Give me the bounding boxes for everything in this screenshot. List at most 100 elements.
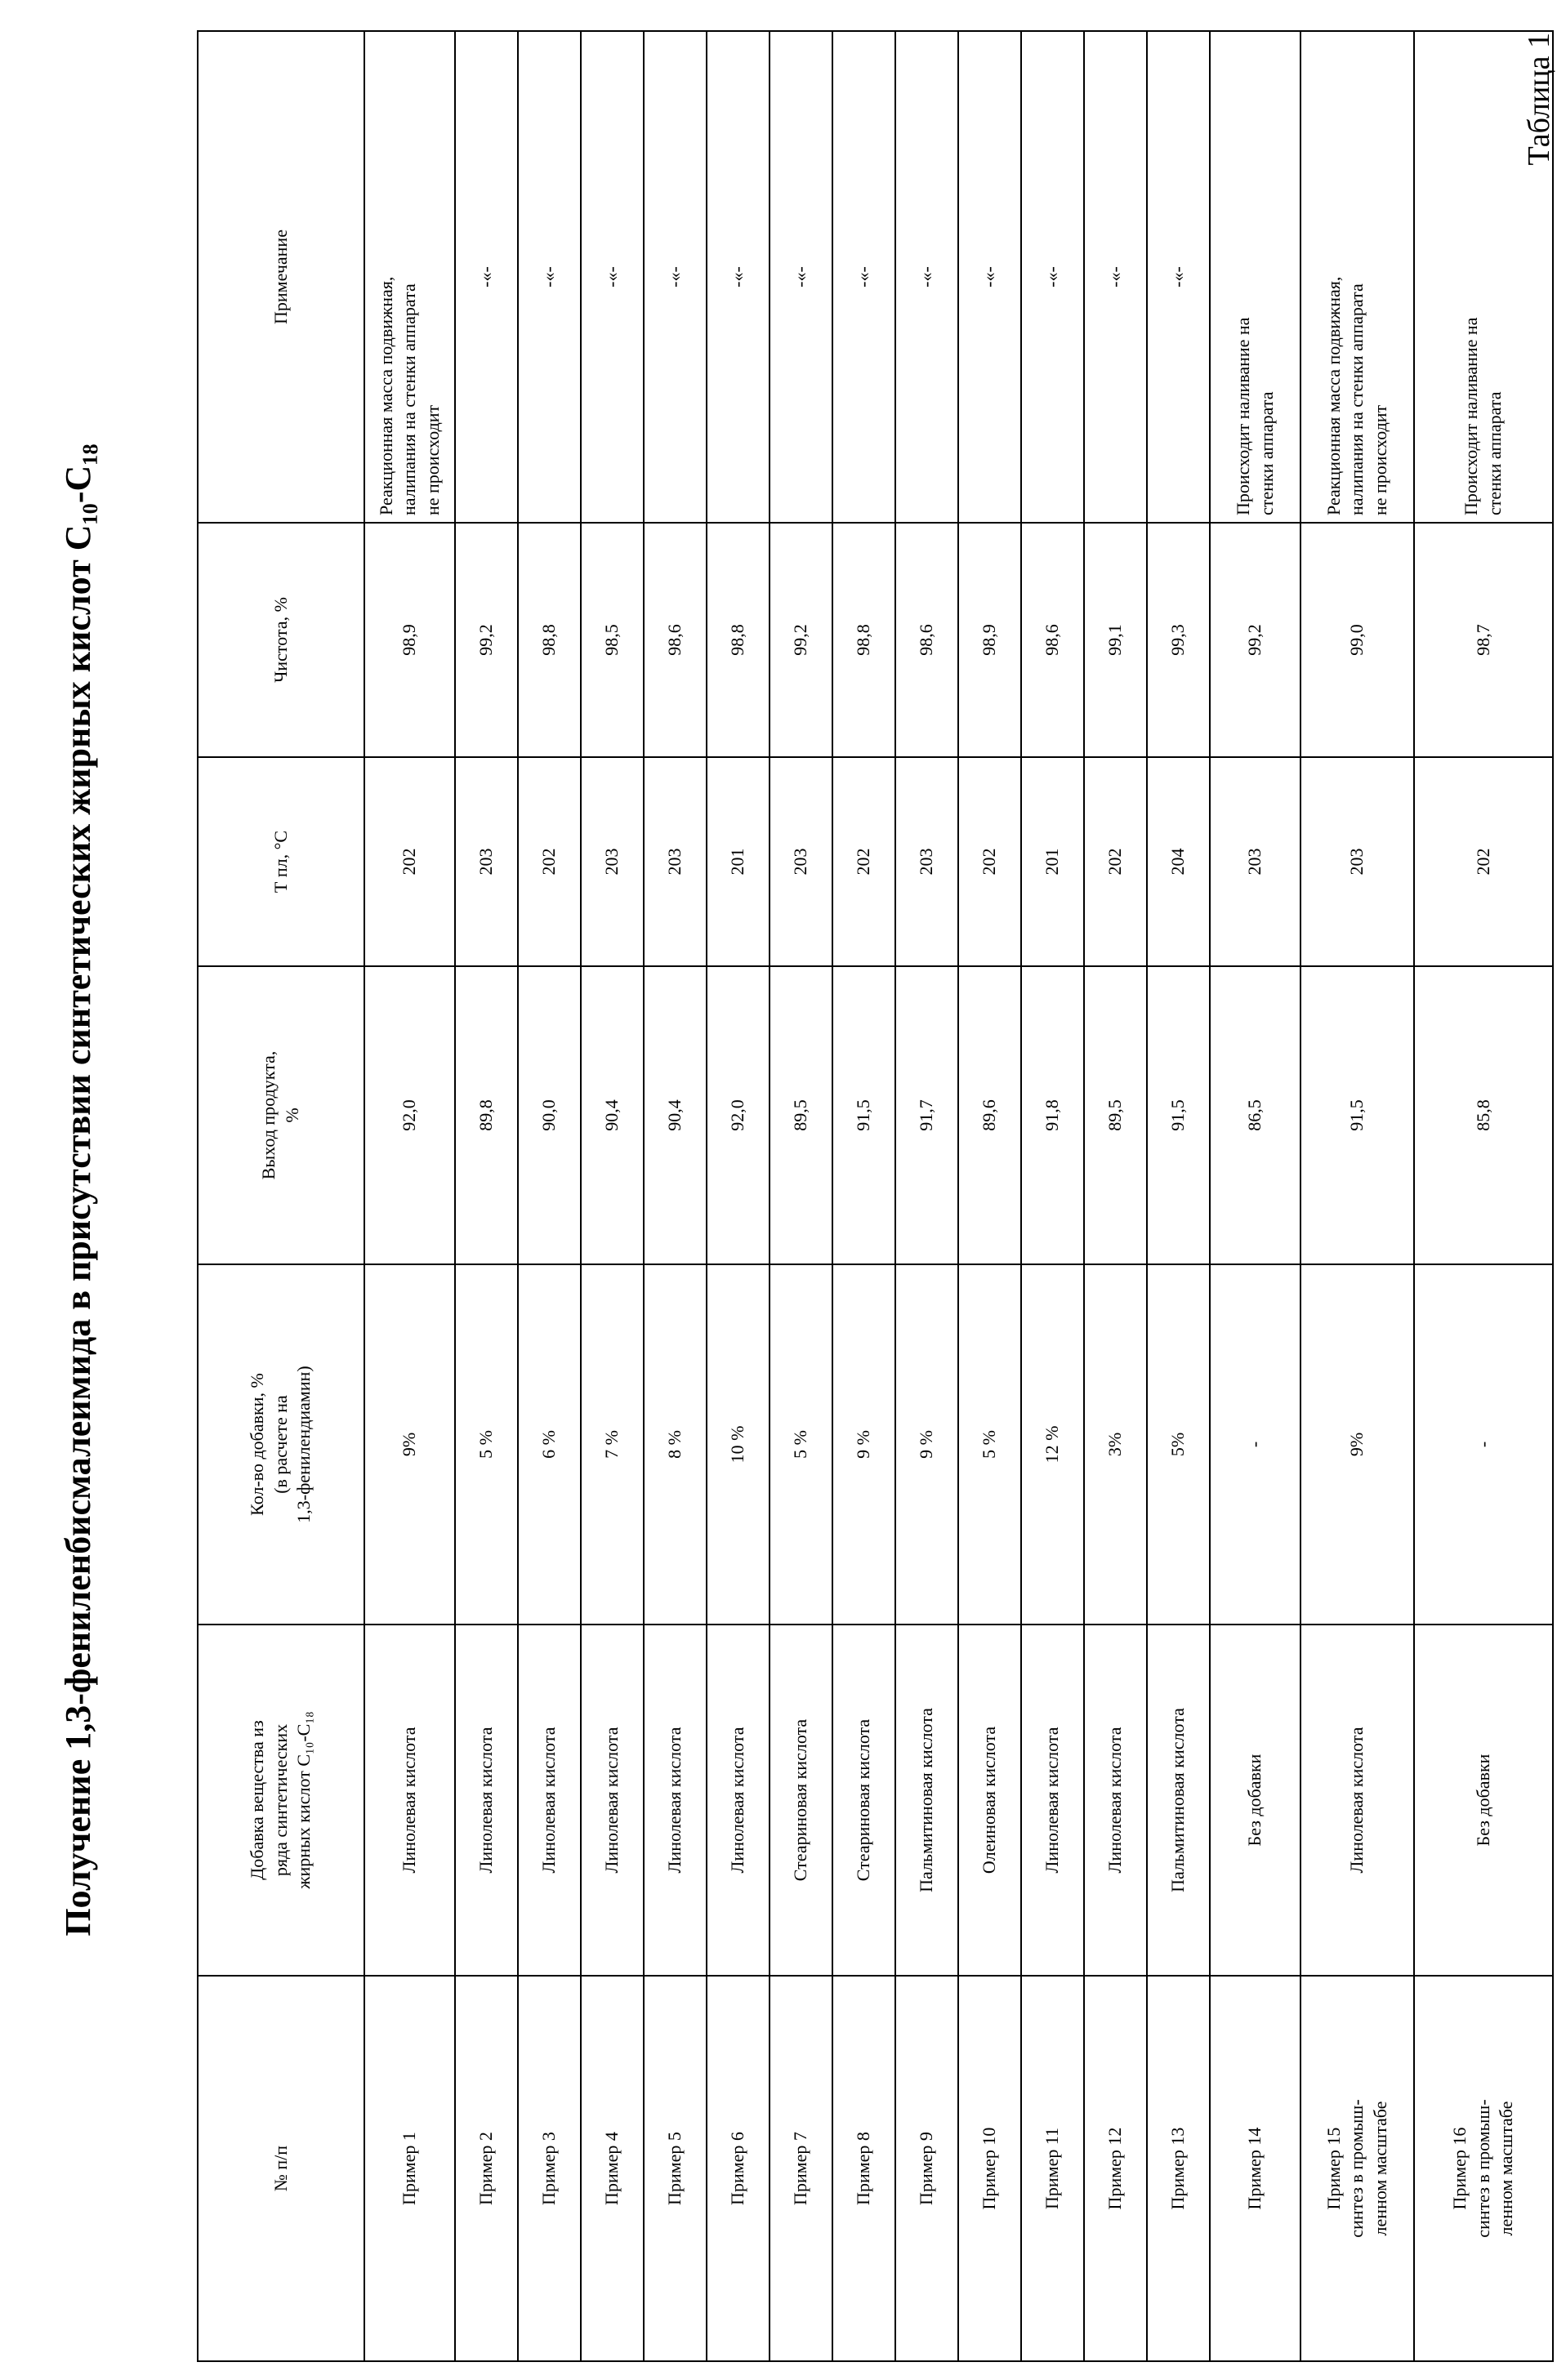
column-header: № п/п — [198, 1976, 364, 2361]
table-cell: 5 % — [770, 1264, 832, 1625]
table-cell: 204 — [1147, 757, 1210, 966]
table-cell: Линолевая кислота — [581, 1625, 644, 1976]
table-cell: 202 — [1084, 757, 1147, 966]
table-cell: 5% — [1147, 1264, 1210, 1625]
table-cell: 98,6 — [644, 523, 707, 757]
table-cell: 202 — [958, 757, 1021, 966]
table-cell: Происходит наливание на стенки аппарата — [1210, 31, 1300, 523]
table-cell: Пример 5 — [644, 1976, 707, 2361]
table-cell: Олеиновая кислота — [958, 1625, 1021, 1976]
table-cell: - — [1414, 1264, 1553, 1625]
table-row: Пример 3Линолевая кислота6 %90,020298,8-… — [518, 31, 581, 2361]
table-cell: 203 — [581, 757, 644, 966]
table-cell: -«- — [1084, 31, 1147, 523]
table-cell: Пример 9 — [895, 1976, 958, 2361]
table-cell: 3% — [1084, 1264, 1147, 1625]
table-cell: 203 — [455, 757, 518, 966]
table-cell: 9 % — [895, 1264, 958, 1625]
table-cell: Без добавки — [1414, 1625, 1553, 1976]
table-row: Пример 9Пальмитиновая кислота9 %91,72039… — [895, 31, 958, 2361]
table-cell: Пример 11 — [1021, 1976, 1084, 2361]
column-header: Примечание — [198, 31, 364, 523]
table-cell: 203 — [644, 757, 707, 966]
table-cell: 90,4 — [644, 966, 707, 1264]
table-cell: Пальмитиновая кислота — [895, 1625, 958, 1976]
table-cell: 98,5 — [581, 523, 644, 757]
table-cell: 98,8 — [707, 523, 770, 757]
table-cell: 91,7 — [895, 966, 958, 1264]
table-cell: 6 % — [518, 1264, 581, 1625]
table-cell: 99,2 — [1210, 523, 1300, 757]
table-cell: 89,6 — [958, 966, 1021, 1264]
table-cell: 9% — [364, 1264, 455, 1625]
table-cell: -«- — [707, 31, 770, 523]
table-row: Пример 8Стеариновая кислота9 %91,520298,… — [832, 31, 895, 2361]
table-cell: 202 — [364, 757, 455, 966]
table-cell: Без добавки — [1210, 1625, 1300, 1976]
table-cell: 7 % — [581, 1264, 644, 1625]
table-cell: 89,5 — [1084, 966, 1147, 1264]
column-header: Чистота, % — [198, 523, 364, 757]
table-cell: Пример 2 — [455, 1976, 518, 2361]
table-cell: Линолевая кислота — [644, 1625, 707, 1976]
table-cell: 203 — [770, 757, 832, 966]
table-cell: -«- — [581, 31, 644, 523]
table-cell: -«- — [958, 31, 1021, 523]
table-cell: Пример 3 — [518, 1976, 581, 2361]
data-table: № п/пДобавка вещества из ряда синтетичес… — [197, 30, 1554, 2362]
table-cell: Стеариновая кислота — [770, 1625, 832, 1976]
table-row: Пример 12Линолевая кислота3%89,520299,1-… — [1084, 31, 1147, 2361]
table-cell: 90,4 — [581, 966, 644, 1264]
table-cell: Пример 7 — [770, 1976, 832, 2361]
table-cell: 91,5 — [1147, 966, 1210, 1264]
table-cell: Линолевая кислота — [518, 1625, 581, 1976]
table-cell: 99,2 — [455, 523, 518, 757]
column-header: Кол-во добавки, % (в расчете на 1,3-фени… — [198, 1264, 364, 1625]
table-cell: -«- — [770, 31, 832, 523]
table-cell: Пример 1 — [364, 1976, 455, 2361]
table-cell: 12 % — [1021, 1264, 1084, 1625]
table-row: Пример 7Стеариновая кислота5 %89,520399,… — [770, 31, 832, 2361]
table-row: Пример 13Пальмитиновая кислота5%91,52049… — [1147, 31, 1210, 2361]
table-cell: - — [1210, 1264, 1300, 1625]
table-row: Пример 15 синтез в промыш- ленном масшта… — [1300, 31, 1414, 2361]
table-cell: 86,5 — [1210, 966, 1300, 1264]
table-cell: 10 % — [707, 1264, 770, 1625]
table-row: Пример 11Линолевая кислота12 %91,820198,… — [1021, 31, 1084, 2361]
table-cell: Пример 12 — [1084, 1976, 1147, 2361]
table-row: Пример 5Линолевая кислота8 %90,420398,6-… — [644, 31, 707, 2361]
table-cell: 203 — [1300, 757, 1414, 966]
table-cell: 98,9 — [958, 523, 1021, 757]
table-cell: Линолевая кислота — [1300, 1625, 1414, 1976]
table-cell: -«- — [455, 31, 518, 523]
table-cell: 92,0 — [364, 966, 455, 1264]
table-cell: 202 — [832, 757, 895, 966]
table-cell: 98,9 — [364, 523, 455, 757]
table-cell: 89,8 — [455, 966, 518, 1264]
table-cell: Стеариновая кислота — [832, 1625, 895, 1976]
table-cell: 91,8 — [1021, 966, 1084, 1264]
table-cell: Пример 10 — [958, 1976, 1021, 2361]
table-cell: 8 % — [644, 1264, 707, 1625]
table-cell: 203 — [895, 757, 958, 966]
table-cell: Пальмитиновая кислота — [1147, 1625, 1210, 1976]
table-cell: Линолевая кислота — [364, 1625, 455, 1976]
table-cell: 5 % — [958, 1264, 1021, 1625]
table-cell: Реакционная масса подвижная, налипания н… — [1300, 31, 1414, 523]
table-cell: Пример 8 — [832, 1976, 895, 2361]
table-cell: Реакционная масса подвижная, налипания н… — [364, 31, 455, 523]
table-cell: Пример 4 — [581, 1976, 644, 2361]
table-cell: 98,6 — [895, 523, 958, 757]
table-cell: 92,0 — [707, 966, 770, 1264]
table-row: Пример 6Линолевая кислота10 %92,020198,8… — [707, 31, 770, 2361]
header-row: № п/пДобавка вещества из ряда синтетичес… — [198, 31, 364, 2361]
table-cell: -«- — [644, 31, 707, 523]
table-cell: Линолевая кислота — [455, 1625, 518, 1976]
table-row: Пример 4Линолевая кислота7 %90,420398,5-… — [581, 31, 644, 2361]
table-row: Пример 16 синтез в промыш- ленном масшта… — [1414, 31, 1553, 2361]
column-header: Выход продукта, % — [198, 966, 364, 1264]
table-cell: 98,7 — [1414, 523, 1553, 757]
table-cell: 91,5 — [832, 966, 895, 1264]
